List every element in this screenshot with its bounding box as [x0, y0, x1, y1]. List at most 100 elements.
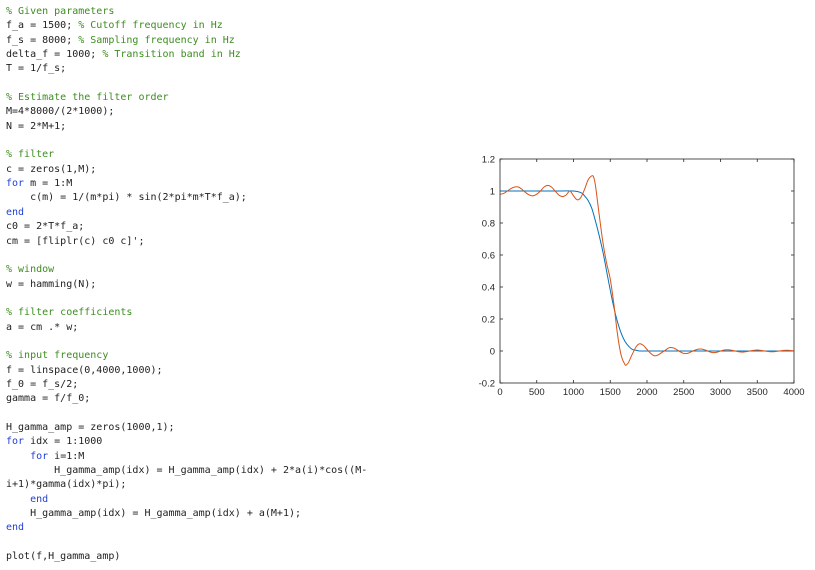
code-keyword: end	[6, 206, 25, 218]
code-line: H_gamma_amp(idx) = H_gamma_amp(idx) + 2*…	[6, 464, 446, 478]
code-line: a = cm .* w;	[6, 321, 446, 335]
code-line: M=4*8000/(2*1000);	[6, 105, 446, 119]
code-keyword: for	[30, 450, 49, 462]
code-editor[interactable]: % Given parameters f_a = 1500; % Cutoff f…	[6, 5, 446, 564]
code-line: f = linspace(0,4000,1000);	[6, 364, 446, 378]
code-line: end	[6, 493, 446, 507]
plot-series	[499, 175, 795, 366]
code-comment: % Estimate the filter order	[6, 92, 169, 104]
code-text: N = 2*M+1;	[6, 120, 67, 132]
code-line	[6, 77, 446, 91]
y-tick-label: 0.2	[482, 315, 495, 326]
code-line: N = 2*M+1;	[6, 120, 446, 134]
code-line: plot(f,H_gamma_amp)	[6, 550, 446, 564]
y-tick-label: -0.2	[479, 379, 495, 390]
code-line: delta_f = 1000; % Transition band in Hz	[6, 48, 446, 62]
code-line: end	[6, 521, 446, 535]
series-line-blue	[500, 190, 794, 352]
x-axis-ticks: 0 500 1000 1500 2000 2500 3000 3500 4000	[497, 159, 805, 398]
code-line	[6, 134, 446, 148]
code-text	[6, 451, 30, 462]
code-line: % filter coefficients	[6, 306, 446, 320]
code-line: H_gamma_amp = zeros(1000,1);	[6, 421, 446, 435]
line-plot: 0 500 1000 1500 2000 2500 3000 3500 4000 -0.200.…	[479, 155, 805, 399]
code-text: H_gamma_amp(idx) = H_gamma_amp(idx) + a(…	[6, 508, 302, 520]
y-axis-ticks: -0.2 0 0.2 0.4 0.6 0.8 1 1.2	[479, 155, 794, 390]
code-keyword: end	[6, 522, 25, 534]
code-comment: % Given parameters	[6, 6, 115, 17]
code-line: % window	[6, 263, 446, 277]
code-line: % Given parameters	[6, 5, 446, 19]
x-tick-label: 3500	[747, 387, 768, 398]
code-line: % filter	[6, 148, 446, 162]
y-tick-label: 1	[490, 187, 495, 198]
code-text: cm = [fliplr(c) c0 c]';	[6, 235, 145, 247]
code-keyword: end	[30, 493, 49, 505]
code-text: T = 1/f_s;	[6, 63, 67, 75]
x-tick-label: 2500	[673, 387, 694, 398]
x-tick-label: 4000	[783, 387, 804, 398]
code-line	[6, 292, 446, 306]
code-comment: % input frequency	[6, 350, 109, 362]
code-text: plot(f,H_gamma_amp)	[6, 551, 121, 563]
code-line: c(m) = 1/(m*pi) * sin(2*pi*m*T*f_a);	[6, 191, 446, 205]
axes-box	[499, 158, 795, 384]
code-text: delta_f = 1000;	[6, 49, 103, 61]
code-line	[6, 249, 446, 263]
code-comment: % filter	[6, 149, 55, 161]
code-text: gamma = f/f_0;	[6, 393, 91, 405]
code-text: i=1:M	[48, 450, 85, 462]
y-tick-label: 0.8	[482, 219, 495, 230]
code-line: for m = 1:M	[6, 177, 446, 191]
code-comment: % filter coefficients	[6, 307, 133, 319]
code-text: c0 = 2*T*f_a;	[6, 221, 85, 233]
code-text: c = zeros(1,M);	[6, 163, 97, 175]
x-tick-label: 2000	[636, 387, 657, 398]
code-line: c = zeros(1,M);	[6, 163, 446, 177]
code-line: c0 = 2*T*f_a;	[6, 220, 446, 234]
code-line: % input frequency	[6, 349, 446, 363]
x-tick-label: 0	[497, 387, 502, 398]
code-line: i+1)*gamma(idx)*pi);	[6, 478, 446, 492]
code-text: f_0 = f_s/2;	[6, 378, 79, 390]
code-line: f_0 = f_s/2;	[6, 378, 446, 392]
code-line: for idx = 1:1000	[6, 435, 446, 449]
code-line: f_a = 1500; % Cutoff frequency in Hz	[6, 19, 446, 33]
x-tick-label: 1500	[600, 387, 621, 398]
code-line: f_s = 8000; % Sampling frequency in Hz	[6, 34, 446, 48]
code-line: cm = [fliplr(c) c0 c]';	[6, 235, 446, 249]
code-text: f_a = 1500;	[6, 20, 79, 32]
code-line: H_gamma_amp(idx) = H_gamma_amp(idx) + a(…	[6, 507, 446, 521]
code-line: w = hamming(N);	[6, 278, 446, 292]
y-tick-label: 0.4	[482, 283, 495, 294]
series-line-orange	[499, 175, 795, 366]
x-tick-label: 3000	[710, 387, 731, 398]
x-tick-label: 1000	[563, 387, 584, 398]
code-comment: % Transition band in Hz	[102, 49, 241, 61]
y-tick-label: 1.2	[482, 155, 495, 166]
code-text: idx = 1:1000	[24, 436, 103, 448]
code-text: c(m) = 1/(m*pi) * sin(2*pi*m*T*f_a);	[6, 192, 247, 204]
code-line: gamma = f/f_0;	[6, 392, 446, 406]
code-line: T = 1/f_s;	[6, 62, 446, 76]
code-line	[6, 407, 446, 421]
code-line: % Estimate the filter order	[6, 91, 446, 105]
code-text: f_s = 8000;	[6, 34, 79, 46]
code-text: H_gamma_amp = zeros(1000,1);	[6, 421, 175, 433]
code-text: M=4*8000/(2*1000);	[6, 106, 115, 118]
code-text: m = 1:M	[24, 178, 73, 190]
code-text: a = cm .* w;	[6, 321, 79, 333]
code-text: i+1)*gamma(idx)*pi);	[6, 479, 127, 491]
code-keyword: for	[6, 436, 25, 448]
code-comment: % Sampling frequency in Hz	[78, 34, 235, 46]
code-line	[6, 536, 446, 550]
code-comment: % window	[6, 264, 55, 276]
y-tick-label: 0.6	[482, 251, 495, 262]
code-keyword: for	[6, 178, 25, 190]
code-line: end	[6, 206, 446, 220]
code-text: H_gamma_amp(idx) = H_gamma_amp(idx) + 2*…	[6, 465, 368, 476]
code-text: f = linspace(0,4000,1000);	[6, 364, 163, 376]
code-line	[6, 335, 446, 349]
y-tick-label: 0	[490, 347, 495, 358]
code-text	[6, 494, 30, 505]
